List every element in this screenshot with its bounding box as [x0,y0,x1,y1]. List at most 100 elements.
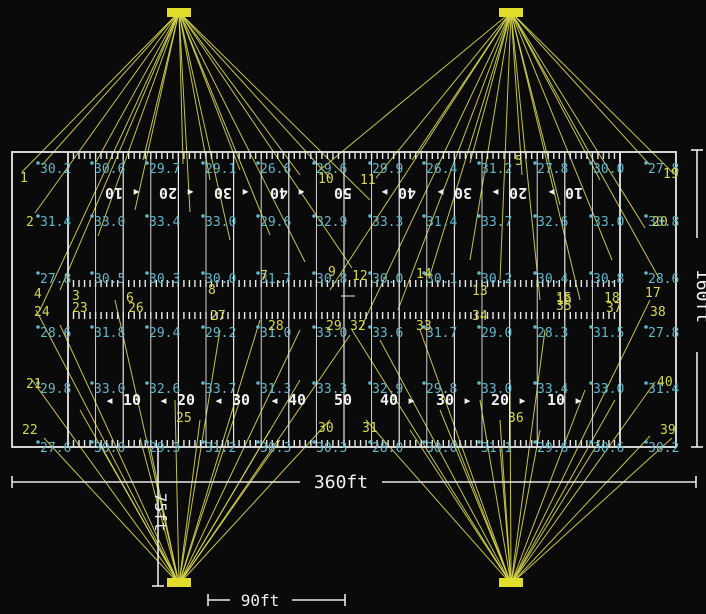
grid-point [312,381,316,385]
yard-number: ◂ 20 [159,391,195,409]
grid-point [644,325,648,329]
illuminance-value: 28.0 [372,441,403,456]
grid-point [589,440,593,444]
grid-point [422,440,426,444]
aim-line [59,11,180,291]
illuminance-value: 29.6 [260,215,291,230]
grid-point [644,161,648,165]
aim-line [510,11,651,166]
grid-point [312,161,316,165]
grid-point [90,325,94,329]
illuminance-value: 30.0 [593,162,624,177]
grid-point [368,440,372,444]
aim-line [174,399,180,585]
light-fixture-icon [167,8,191,17]
aim-point-label: 20 [652,215,668,230]
grid-point [201,214,205,218]
aim-line [510,435,651,585]
grid-point [589,325,593,329]
illuminance-value: 33.4 [537,382,568,397]
aim-point-label: 40 [657,375,673,390]
grid-point [644,214,648,218]
grid-point [201,271,205,275]
grid-point [145,381,149,385]
grid-point [36,381,40,385]
illuminance-value: 31.1 [481,441,512,456]
aim-line [379,339,512,585]
aim-line [510,11,646,229]
aim-point-label: 16 [556,293,572,308]
yard-number: 50 [334,391,352,409]
grid-point [90,214,94,218]
aim-point-label: 4 [34,287,42,302]
illuminance-value: 33.7 [205,382,236,397]
width-dimension: 160ft [692,269,706,323]
aim-line [21,11,180,173]
aim-line [139,437,180,585]
grid-point [477,161,481,165]
illuminance-value: 33.0 [94,215,125,230]
grid-point [36,271,40,275]
illuminance-value: 31.5 [593,326,624,341]
grid-point [589,214,593,218]
aim-line [510,299,651,585]
illuminance-grid: 30.2 30.6 29.7 29.1 26.6 29.6 29.9 26.4 31.2 27.8… [36,161,679,456]
grid-point [36,325,40,329]
aim-point-label: 34 [472,309,488,324]
aim-line [178,319,261,585]
illuminance-value: 28.6 [648,272,679,287]
aim-point-label: 31 [362,421,378,436]
grid-point [422,214,426,218]
illuminance-value: 30.6 [94,162,125,177]
grid-point [644,381,648,385]
yard-number: ◂ 10 [105,184,141,202]
grid-point [533,271,537,275]
aim-point-label: 27 [210,309,226,324]
grid-point [589,381,593,385]
aim-line [178,329,301,585]
illuminance-value: 31.8 [94,326,125,341]
aim-point-label: 15 [556,291,572,306]
illuminance-value: 33.3 [316,382,347,397]
grid-point [368,161,372,165]
aim-line [375,11,512,179]
aim-point-label: 24 [34,305,50,320]
illuminance-value: 29.0 [481,326,512,341]
aim-line [351,329,512,585]
grid-point [145,161,149,165]
illuminance-value: 26.6 [260,162,291,177]
aim-point-label: 32 [350,319,366,334]
grid-point [90,381,94,385]
aim-line [178,399,241,585]
aim-line [510,439,601,585]
illuminance-value: 33.0 [94,382,125,397]
grid-point [368,381,372,385]
illuminance-value: 29.8 [40,382,71,397]
aim-line [178,11,191,213]
illuminance-value: 31.2 [481,162,512,177]
aim-point-label: 8 [208,283,216,298]
grid-point [256,440,260,444]
aim-lines [21,11,673,585]
illuminance-value: 28.6 [40,326,71,341]
aim-line [419,329,512,585]
aim-point-label: 35 [556,299,572,314]
grid-point [145,440,149,444]
aim-point-label: 10 [318,172,334,187]
grid-point [256,161,260,165]
yard-number: 30 ▸ [436,184,472,202]
grid-point [644,271,648,275]
aim-point-label: 30 [318,421,334,436]
aim-line [178,11,184,165]
grid-point [312,214,316,218]
illuminance-value: 31.0 [260,326,291,341]
setback-dimension: 75ft [151,493,170,532]
aim-point-label: 25 [176,411,192,426]
yard-number: 40 ▸ [380,184,416,202]
grid-point [533,381,537,385]
illuminance-value: 32.6 [149,382,180,397]
football-field [11,151,677,448]
yard-number: 10 ▸ [547,184,583,202]
grid-point [90,161,94,165]
